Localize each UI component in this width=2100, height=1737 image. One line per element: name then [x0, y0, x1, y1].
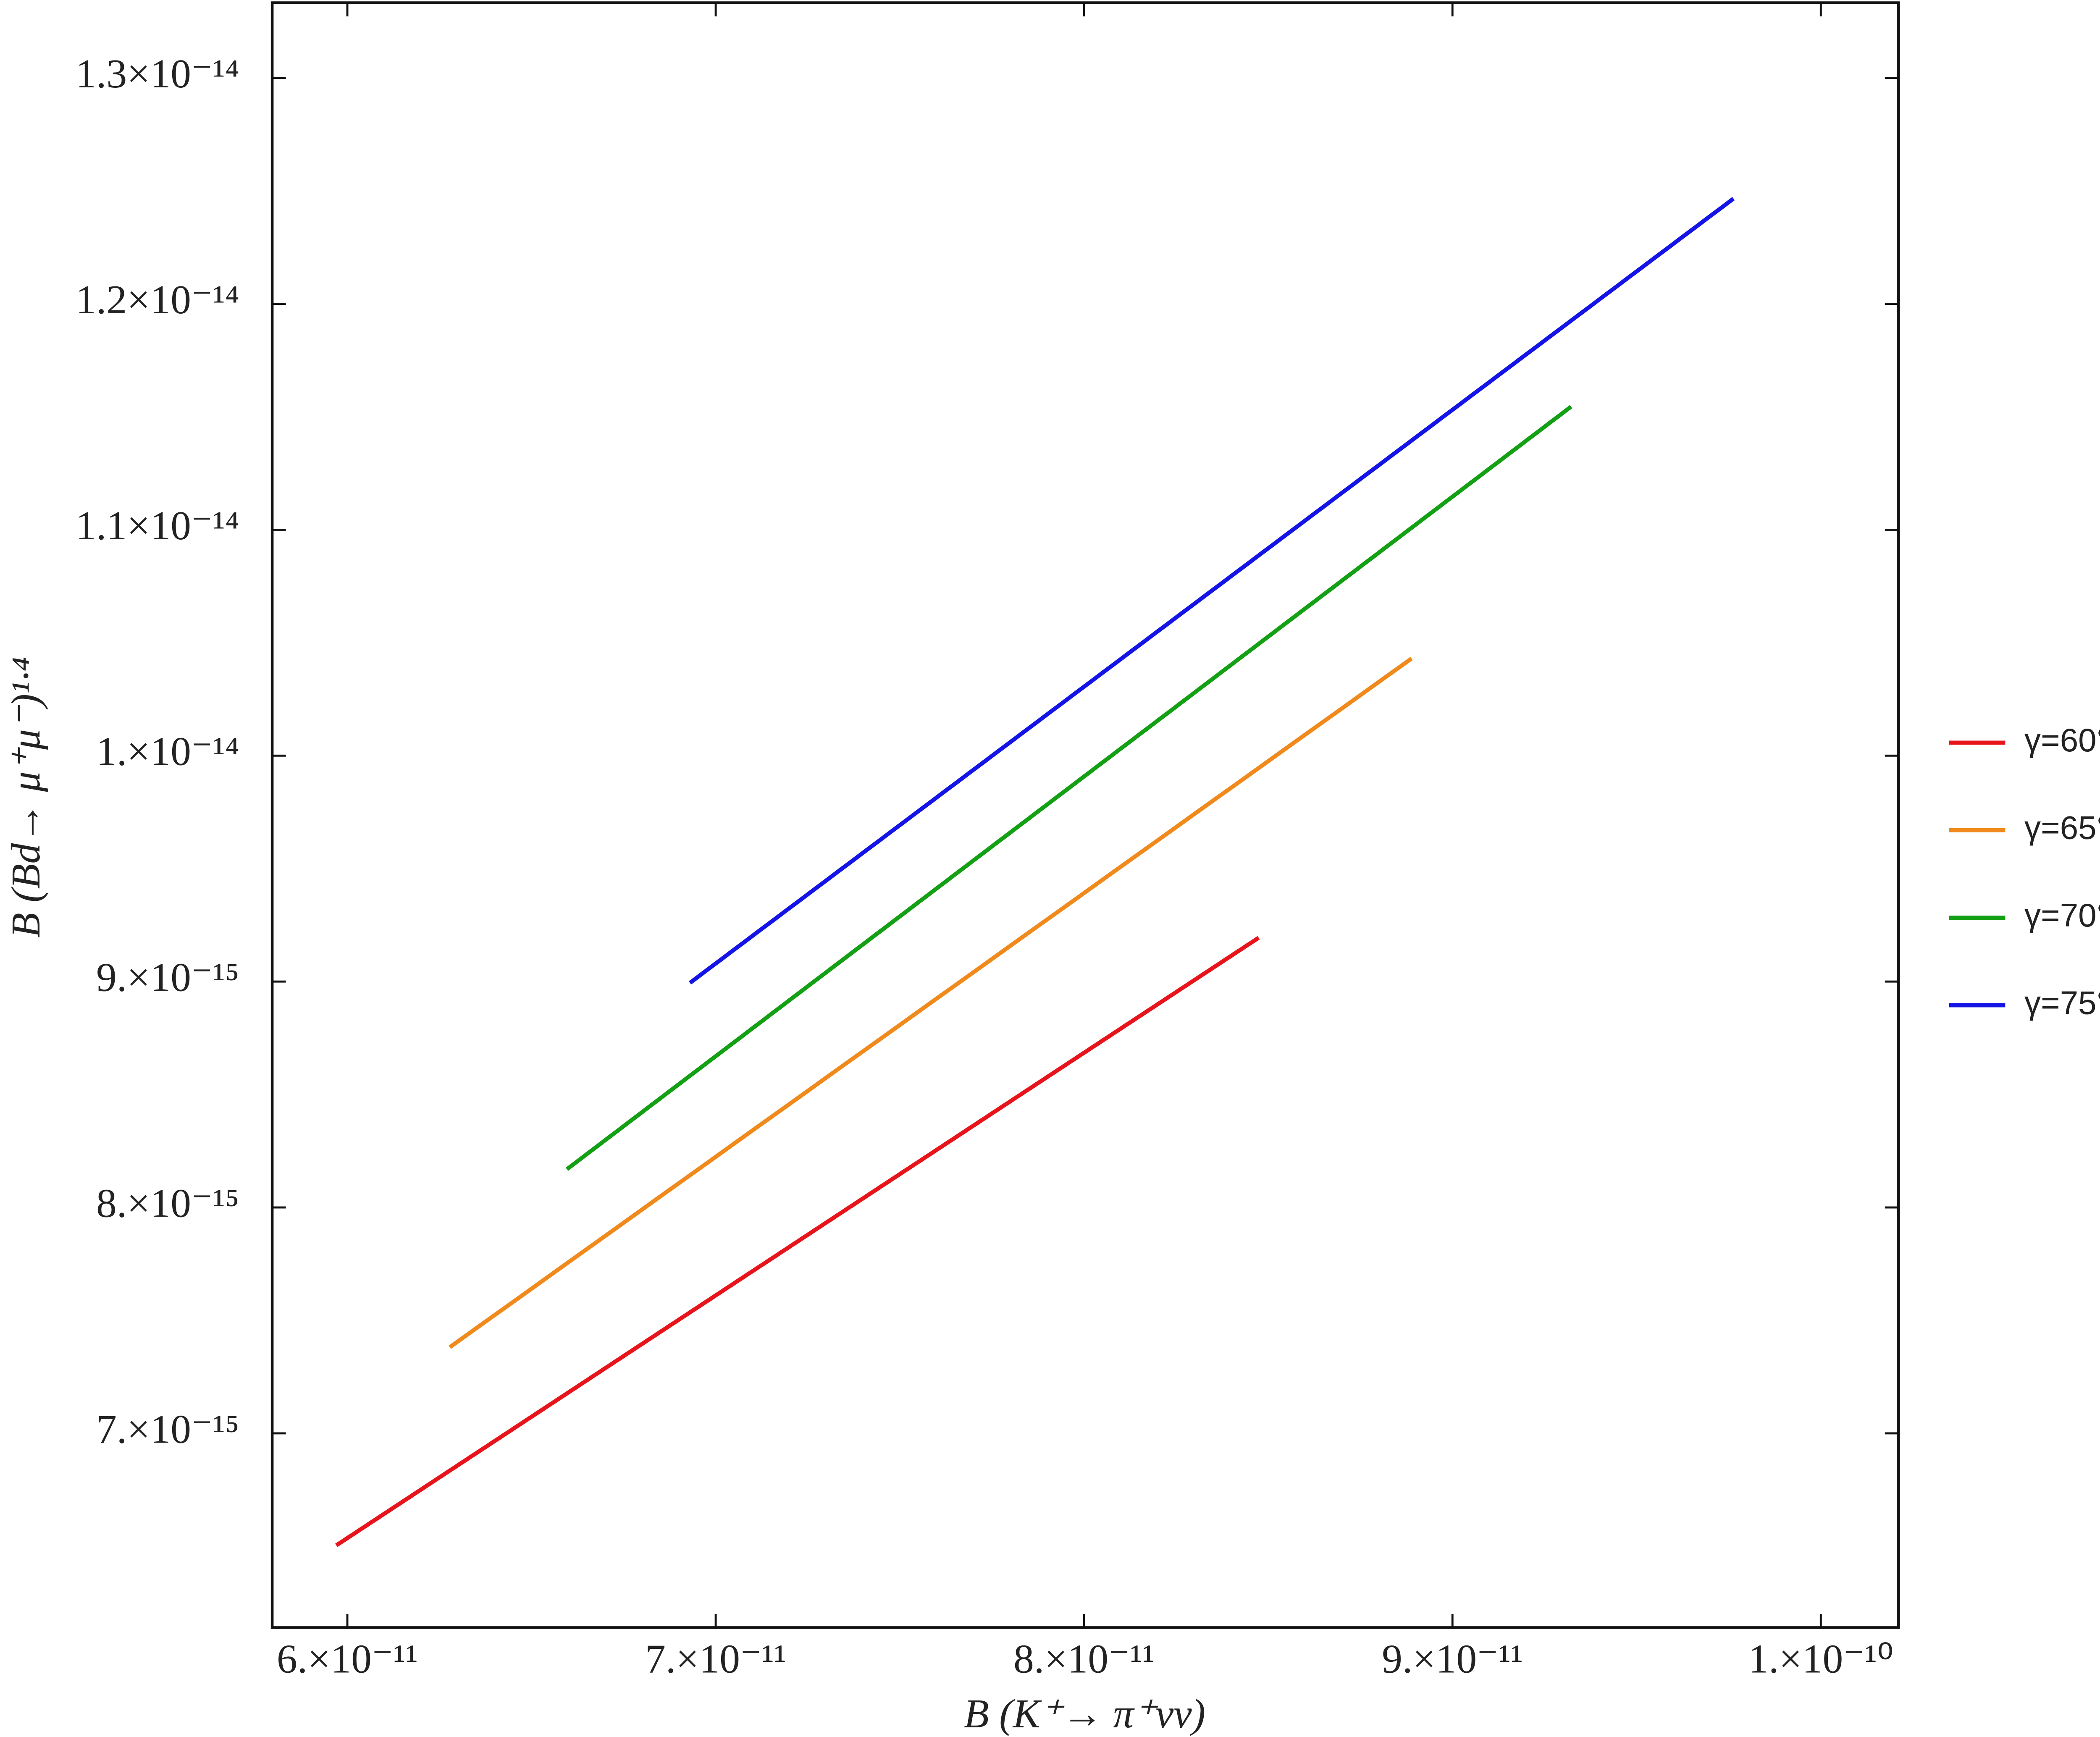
y-tick-label: 9.×10⁻¹⁵: [96, 955, 239, 1000]
series-line: [335, 936, 1260, 1547]
x-tick-label: 1.×10⁻¹⁰: [1748, 1637, 1893, 1682]
legend-label: γ=65°: [2024, 809, 2100, 846]
y-tick-label: 1.2×10⁻¹⁴: [76, 277, 239, 323]
y-axis-label: B (Bd→ μ⁺μ⁻)¹·⁴: [3, 657, 49, 938]
x-tick-label: 6.×10⁻¹¹: [277, 1637, 418, 1682]
y-tick-label: 7.×10⁻¹⁵: [96, 1406, 239, 1452]
series-line: [448, 656, 1413, 1349]
legend-label: γ=70°: [2024, 897, 2100, 934]
series-line: [565, 405, 1572, 1171]
legend-label: γ=75°: [2024, 984, 2100, 1021]
x-tick-label: 8.×10⁻¹¹: [1013, 1637, 1155, 1682]
series-line: [688, 197, 1735, 985]
y-tick-label: 1.×10⁻¹⁴: [96, 729, 239, 774]
plot-frame: [270, 1, 1900, 1629]
y-tick-label: 8.×10⁻¹⁵: [96, 1181, 239, 1226]
y-tick-label: 1.1×10⁻¹⁴: [76, 503, 239, 548]
x-tick-label: 9.×10⁻¹¹: [1382, 1637, 1523, 1682]
x-axis-label: B (K⁺→ π⁺νν): [964, 1691, 1205, 1737]
y-tick-label: 1.3×10⁻¹⁴: [76, 51, 239, 97]
x-tick-label: 7.×10⁻¹¹: [645, 1637, 786, 1682]
legend-label: γ=60°: [2024, 722, 2100, 758]
